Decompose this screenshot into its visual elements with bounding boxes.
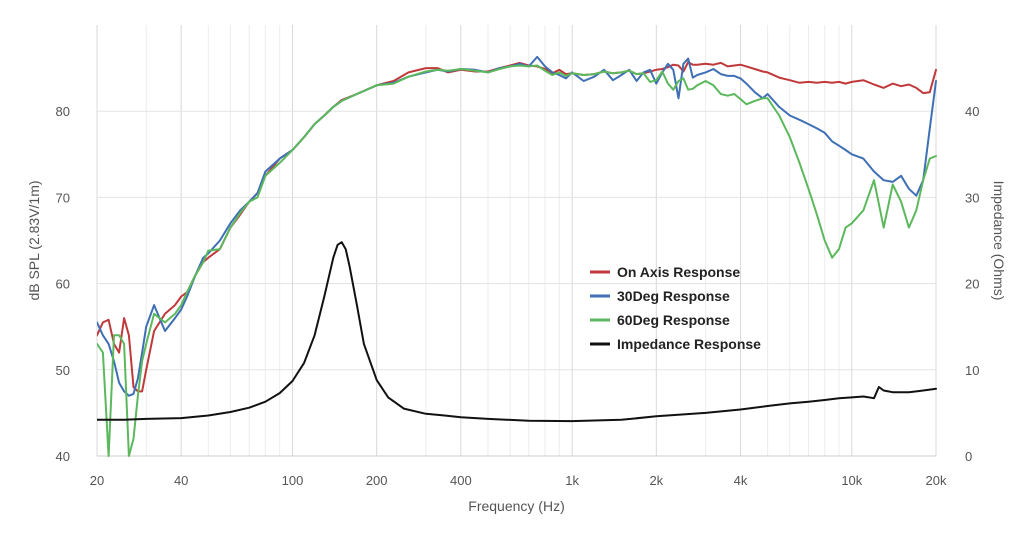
legend-label: 60Deg Response (617, 312, 730, 328)
y2-tick-label: 20 (965, 277, 979, 292)
y-tick-label: 40 (56, 449, 70, 464)
series-line-60deg-response (97, 64, 937, 457)
x-tick-label: 200 (366, 473, 388, 488)
axes: Frequency (Hz) dB SPL (2.83V/1m) Impedan… (26, 104, 1007, 514)
plot-area (97, 55, 937, 457)
x-tick-label: 10k (841, 473, 862, 488)
y2-tick-label: 40 (965, 104, 979, 119)
legend-label: 30Deg Response (617, 288, 730, 304)
series-line-impedance-response (97, 241, 937, 423)
x-tick-label: 20k (926, 473, 947, 488)
x-tick-label: 100 (282, 473, 304, 488)
legend-label: On Axis Response (617, 264, 740, 280)
legend[interactable]: On Axis Response 30Deg Response 60Deg Resp… (590, 264, 761, 352)
x-tick-label: 40 (174, 473, 188, 488)
y-tick-label: 70 (56, 190, 70, 205)
legend-item-on-axis-response[interactable]: On Axis Response (590, 264, 740, 280)
y-tick-label: 50 (56, 363, 70, 378)
x-tick-label: 4k (734, 473, 748, 488)
y2-tick-label: 0 (965, 449, 972, 464)
x-axis-title: Frequency (Hz) (468, 498, 564, 514)
legend-item-60deg-response[interactable]: 60Deg Response (590, 312, 730, 328)
y-tick-label: 80 (56, 104, 70, 119)
grid (96, 25, 937, 457)
legend-item-30deg-response[interactable]: 30Deg Response (590, 288, 730, 304)
y2-tick-label: 30 (965, 190, 979, 205)
x-tick-label: 2k (649, 473, 663, 488)
series-line-30deg-response (97, 55, 937, 397)
y-tick-label: 60 (56, 277, 70, 292)
legend-item-impedance-response[interactable]: Impedance Response (590, 336, 761, 352)
y-axis-title: dB SPL (2.83V/1m) (26, 180, 42, 300)
legend-label: Impedance Response (617, 336, 761, 352)
y2-axis-title: Impedance (Ohms) (991, 181, 1007, 301)
x-tick-label: 1k (565, 473, 579, 488)
x-tick-label: 20 (90, 473, 104, 488)
y2-tick-label: 10 (965, 363, 979, 378)
x-tick-label: 400 (450, 473, 472, 488)
